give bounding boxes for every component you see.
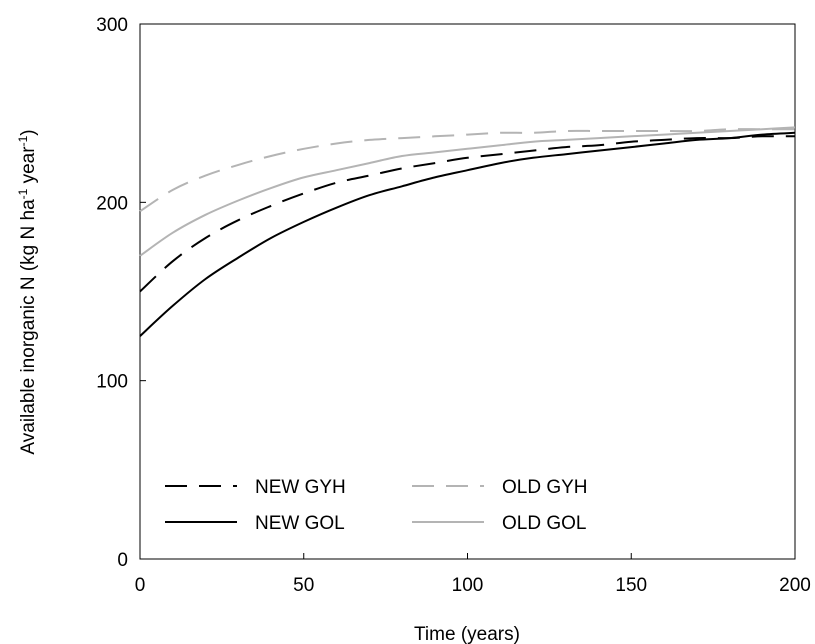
- x-axis-title: Time (years): [414, 624, 520, 644]
- y-tick-label: 300: [96, 15, 128, 36]
- x-tick-label: 50: [293, 575, 314, 596]
- legend-label: OLD GOL: [502, 513, 586, 534]
- plot-area: [139, 23, 796, 560]
- legend-label: NEW GYH: [255, 477, 346, 498]
- series-line-old-gyh: [139, 128, 795, 213]
- legend: NEW GYH OLD GYH NEW GOL OLD GOL: [165, 477, 588, 534]
- legend-label: NEW GOL: [255, 513, 345, 534]
- x-tick-label: 150: [615, 575, 647, 596]
- y-tick-label: 0: [117, 550, 128, 571]
- series-line-new-gol: [139, 131, 796, 337]
- series-line-new-gyh: [139, 135, 796, 293]
- x-tick-label: 200: [779, 575, 811, 596]
- axes-ticks: 0 50 100 150 200 0 100 200 300: [96, 15, 811, 596]
- series-lines: [139, 126, 796, 337]
- series-line-old-gol: [139, 126, 796, 257]
- y-tick-label: 200: [96, 193, 128, 214]
- x-tick-label: 100: [452, 575, 484, 596]
- x-tick-label: 0: [135, 575, 146, 596]
- y-tick-label: 100: [96, 372, 128, 393]
- legend-label: OLD GYH: [502, 477, 588, 498]
- y-axis-title: Available inorganic N (kg N ha-1 year-1): [16, 129, 39, 454]
